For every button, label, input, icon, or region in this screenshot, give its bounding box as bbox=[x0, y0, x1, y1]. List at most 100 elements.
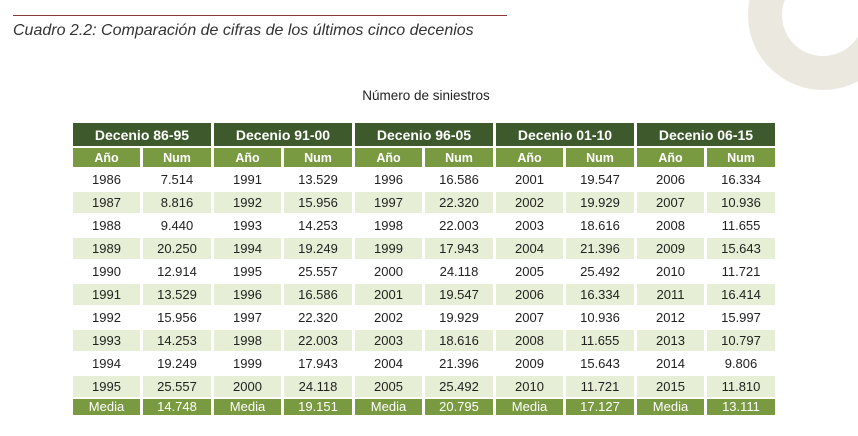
num-cell: 14.253 bbox=[143, 330, 211, 351]
year-cell: 1987 bbox=[73, 192, 140, 213]
year-cell: 2001 bbox=[515, 172, 544, 187]
num-cell: 25.492 bbox=[580, 264, 620, 279]
num-cell: 14.253 bbox=[298, 218, 338, 233]
year-cell: 1986 bbox=[92, 172, 121, 187]
num-cell: 11.810 bbox=[707, 376, 775, 397]
year-cell: 2007 bbox=[637, 192, 704, 213]
num-cell: 19.547 bbox=[425, 284, 493, 305]
num-cell: 13.529 bbox=[143, 284, 211, 305]
year-cell: 1997 bbox=[233, 310, 262, 325]
num-cell: 8.816 bbox=[143, 192, 211, 213]
num-cell: 16.586 bbox=[284, 284, 352, 305]
num-cell: 22.320 bbox=[425, 192, 493, 213]
year-cell: 1995 bbox=[233, 264, 262, 279]
year-cell: 1989 bbox=[73, 238, 140, 259]
year-cell: 2012 bbox=[656, 310, 685, 325]
year-cell: 2004 bbox=[374, 356, 403, 371]
num-cell: 16.334 bbox=[721, 172, 761, 187]
num-column-header: Num bbox=[566, 148, 634, 167]
media-value: 14.748 bbox=[143, 399, 211, 415]
year-cell: 2005 bbox=[515, 264, 544, 279]
year-cell: 2009 bbox=[515, 356, 544, 371]
year-cell: 1988 bbox=[92, 218, 121, 233]
caption-rule bbox=[13, 15, 507, 16]
decade-header-row: Decenio 86-95 Decenio 91-00 Decenio 96-0… bbox=[73, 123, 775, 146]
media-value: 20.795 bbox=[425, 399, 493, 415]
media-row: Media 14.748 Media 19.151 Media 20.795 Media 17… bbox=[73, 399, 775, 415]
year-cell: 1998 bbox=[374, 218, 403, 233]
year-cell: 1994 bbox=[92, 356, 121, 371]
year-cell: 1994 bbox=[214, 238, 281, 259]
num-cell: 17.943 bbox=[298, 356, 338, 371]
num-cell: 18.616 bbox=[580, 218, 620, 233]
year-cell: 2000 bbox=[214, 376, 281, 397]
year-cell: 1998 bbox=[214, 330, 281, 351]
num-cell: 12.914 bbox=[157, 264, 197, 279]
year-cell: 1995 bbox=[73, 376, 140, 397]
num-column-header: Num bbox=[284, 148, 352, 167]
year-cell: 2015 bbox=[637, 376, 704, 397]
table-row: 1993 14.253 1998 22.003 2003 18.616 2008 11.655… bbox=[73, 330, 775, 351]
year-cell: 2008 bbox=[496, 330, 563, 351]
media-label: Media bbox=[496, 399, 563, 415]
num-cell: 15.956 bbox=[284, 192, 352, 213]
num-cell: 22.003 bbox=[284, 330, 352, 351]
year-cell: 2000 bbox=[374, 264, 403, 279]
num-cell: 22.320 bbox=[298, 310, 338, 325]
year-cell: 1990 bbox=[92, 264, 121, 279]
year-cell: 2009 bbox=[637, 238, 704, 259]
year-cell: 2003 bbox=[515, 218, 544, 233]
num-cell: 22.003 bbox=[439, 218, 479, 233]
num-cell: 11.655 bbox=[721, 218, 761, 233]
media-value: 13.111 bbox=[707, 399, 775, 415]
num-cell: 21.396 bbox=[439, 356, 479, 371]
year-cell: 1991 bbox=[73, 284, 140, 305]
media-value: 19.151 bbox=[284, 399, 352, 415]
year-cell: 2007 bbox=[515, 310, 544, 325]
num-cell: 25.557 bbox=[143, 376, 211, 397]
num-cell: 16.334 bbox=[566, 284, 634, 305]
table-subtitle: Número de siniestros bbox=[362, 88, 490, 103]
year-cell: 2006 bbox=[496, 284, 563, 305]
year-cell: 2013 bbox=[637, 330, 704, 351]
year-column-header: Año bbox=[637, 148, 704, 167]
year-column-header: Año bbox=[214, 148, 281, 167]
year-cell: 1999 bbox=[233, 356, 262, 371]
table-row: 1995 25.557 2000 24.118 2005 25.492 2010 11.721… bbox=[73, 376, 775, 397]
table-row: 1994 19.249 1999 17.943 2004 21.396 2009 15.643… bbox=[73, 353, 775, 374]
decade-header: Decenio 86-95 bbox=[73, 123, 211, 146]
num-cell: 15.643 bbox=[580, 356, 620, 371]
year-cell: 2008 bbox=[656, 218, 685, 233]
num-cell: 25.492 bbox=[425, 376, 493, 397]
num-cell: 10.936 bbox=[707, 192, 775, 213]
year-cell: 2010 bbox=[656, 264, 685, 279]
year-cell: 2006 bbox=[656, 172, 685, 187]
num-column-header: Num bbox=[425, 148, 493, 167]
year-cell: 1996 bbox=[214, 284, 281, 305]
num-cell: 11.721 bbox=[566, 376, 634, 397]
year-cell: 2011 bbox=[637, 284, 704, 305]
decade-header: Decenio 01-10 bbox=[496, 123, 634, 146]
year-column-header: Año bbox=[496, 148, 563, 167]
num-cell: 7.514 bbox=[160, 172, 194, 187]
num-cell: 19.547 bbox=[580, 172, 620, 187]
year-cell: 2003 bbox=[355, 330, 422, 351]
num-cell: 11.655 bbox=[566, 330, 634, 351]
decades-table: Decenio 86-95 Decenio 91-00 Decenio 96-0… bbox=[70, 121, 778, 417]
num-column-header: Num bbox=[143, 148, 211, 167]
decade-header: Decenio 06-15 bbox=[637, 123, 775, 146]
table-row: 1986 7.514 1991 13.529 1996 16.586 2001 19.547 2… bbox=[73, 169, 775, 190]
year-cell: 1999 bbox=[355, 238, 422, 259]
decade-header: Decenio 91-00 bbox=[214, 123, 352, 146]
media-label: Media bbox=[355, 399, 422, 415]
num-cell: 25.557 bbox=[298, 264, 338, 279]
decorative-ring bbox=[748, 0, 858, 90]
num-cell: 20.250 bbox=[143, 238, 211, 259]
table-row: 1987 8.816 1992 15.956 1997 22.320 2002 19.929 2… bbox=[73, 192, 775, 213]
num-cell: 9.440 bbox=[160, 218, 194, 233]
table-row: 1990 12.914 1995 25.557 2000 24.118 2005 25.492… bbox=[73, 261, 775, 282]
table-row: 1991 13.529 1996 16.586 2001 19.547 2006 16.334… bbox=[73, 284, 775, 305]
num-cell: 15.956 bbox=[157, 310, 197, 325]
num-cell: 16.414 bbox=[707, 284, 775, 305]
num-cell: 10.797 bbox=[707, 330, 775, 351]
